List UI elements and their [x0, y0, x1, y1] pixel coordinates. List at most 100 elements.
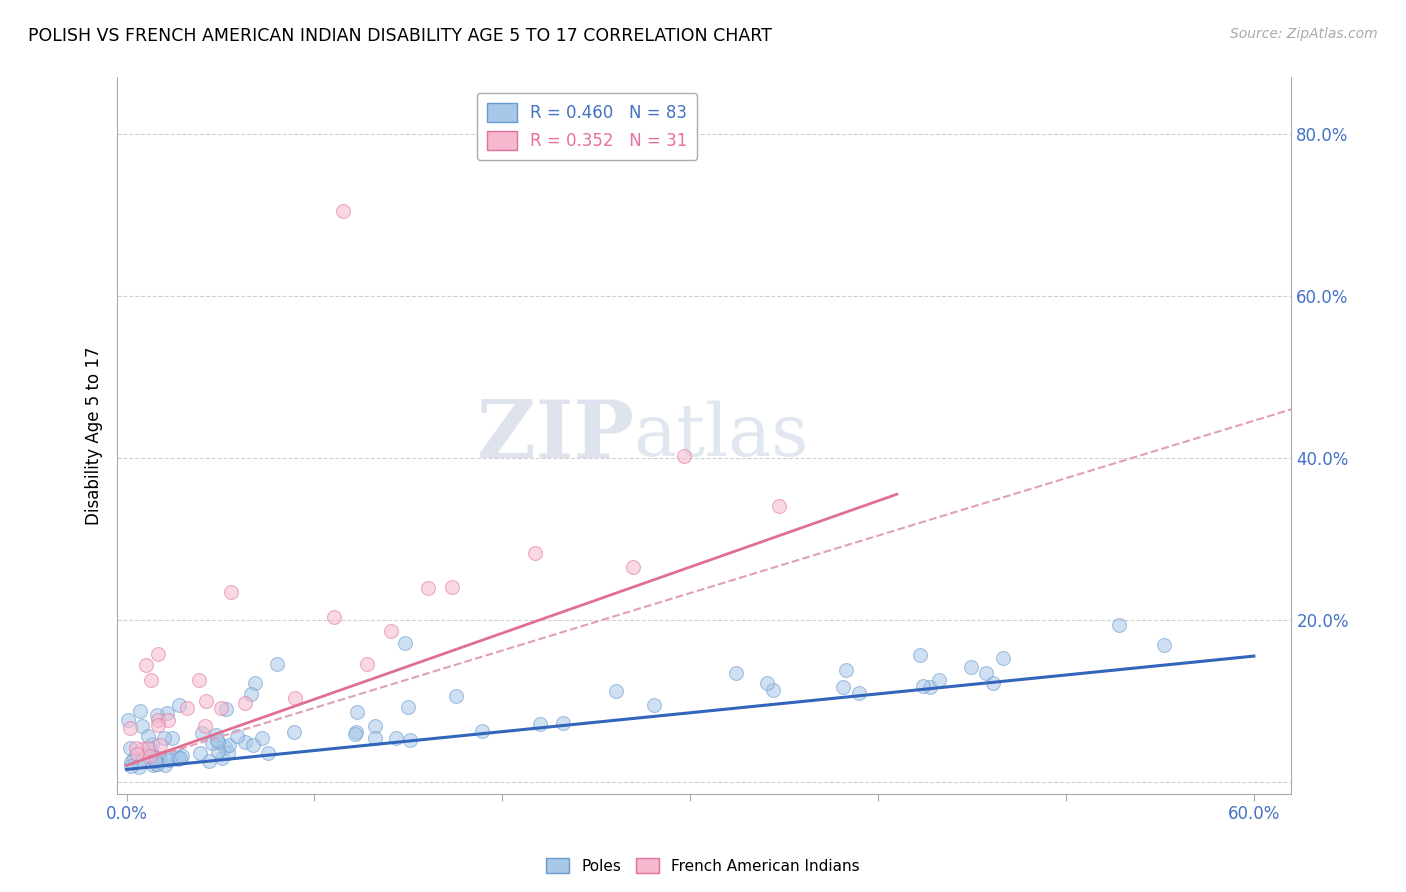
Point: [127, 747, 149, 761]
Point: [323, 610, 346, 624]
Point: [832, 680, 855, 694]
Point: [524, 546, 547, 560]
Point: [146, 718, 169, 732]
Point: [145, 756, 167, 771]
Point: [960, 660, 983, 674]
Point: [724, 666, 747, 681]
Point: [239, 687, 262, 701]
Point: [170, 749, 193, 764]
Point: [136, 729, 159, 743]
Point: [139, 673, 162, 688]
Point: [762, 683, 785, 698]
Point: [146, 713, 169, 727]
Point: [120, 721, 142, 735]
Point: [120, 756, 142, 770]
Point: [1153, 638, 1175, 652]
Point: [159, 750, 181, 764]
Point: [394, 635, 416, 649]
Point: [207, 743, 229, 757]
Point: [138, 740, 160, 755]
Point: [217, 746, 239, 760]
Point: [356, 657, 378, 671]
Point: [128, 760, 150, 774]
Point: [201, 735, 224, 749]
Point: [399, 733, 422, 747]
Point: [364, 719, 387, 733]
Point: [848, 686, 870, 700]
Point: [643, 698, 665, 712]
Point: [120, 740, 142, 755]
Legend: R = 0.460   N = 83, R = 0.352   N = 31: R = 0.460 N = 83, R = 0.352 N = 31: [477, 93, 697, 160]
Point: [191, 726, 214, 740]
Point: [141, 737, 163, 751]
Point: [143, 754, 166, 768]
Point: [364, 731, 387, 746]
Point: [1108, 618, 1130, 632]
Point: [981, 676, 1004, 690]
Point: [920, 680, 942, 694]
Point: [993, 651, 1015, 665]
Point: [242, 738, 264, 752]
Point: [243, 676, 266, 690]
Point: [283, 725, 305, 739]
Point: [146, 707, 169, 722]
Point: [194, 719, 217, 733]
Point: [128, 704, 150, 718]
Point: [143, 750, 166, 764]
Point: [471, 724, 494, 739]
Text: POLISH VS FRENCH AMERICAN INDIAN DISABILITY AGE 5 TO 17 CORRELATION CHART: POLISH VS FRENCH AMERICAN INDIAN DISABIL…: [28, 27, 772, 45]
Point: [120, 758, 142, 772]
Point: [166, 752, 188, 766]
Point: [221, 585, 243, 599]
Point: [131, 719, 153, 733]
Point: [553, 715, 575, 730]
Point: [385, 731, 408, 745]
Text: ZIP: ZIP: [477, 397, 634, 475]
Point: [166, 750, 188, 764]
Text: atlas: atlas: [634, 401, 810, 471]
Point: [188, 746, 211, 760]
Point: [149, 751, 172, 765]
Point: [142, 758, 165, 772]
Point: [167, 698, 190, 712]
Point: [215, 702, 238, 716]
Point: [343, 727, 366, 741]
Point: [380, 624, 402, 639]
Point: [284, 691, 307, 706]
Point: [195, 694, 218, 708]
Point: [974, 666, 997, 681]
Point: [131, 742, 153, 756]
Point: [211, 750, 233, 764]
Point: [135, 657, 157, 672]
Point: [529, 717, 551, 731]
Point: [153, 758, 176, 772]
Point: [153, 731, 176, 745]
Point: [396, 700, 419, 714]
Point: [332, 204, 354, 219]
Point: [225, 729, 247, 743]
Legend: Poles, French American Indians: Poles, French American Indians: [540, 852, 866, 880]
Point: [218, 738, 240, 752]
Point: [605, 684, 627, 698]
Y-axis label: Disability Age 5 to 17: Disability Age 5 to 17: [86, 346, 103, 524]
Point: [250, 731, 273, 745]
Point: [768, 500, 790, 514]
Point: [148, 647, 170, 661]
Point: [257, 747, 280, 761]
Point: [157, 753, 180, 767]
Point: [176, 700, 198, 714]
Point: [205, 728, 228, 742]
Point: [139, 748, 162, 763]
Point: [157, 714, 180, 728]
Point: [125, 740, 148, 755]
Point: [344, 724, 367, 739]
Point: [912, 679, 935, 693]
Point: [346, 705, 368, 719]
Point: [755, 676, 778, 690]
Point: [141, 742, 163, 756]
Point: [672, 449, 695, 463]
Point: [908, 648, 931, 663]
Point: [621, 560, 644, 574]
Point: [146, 757, 169, 772]
Point: [928, 673, 950, 687]
